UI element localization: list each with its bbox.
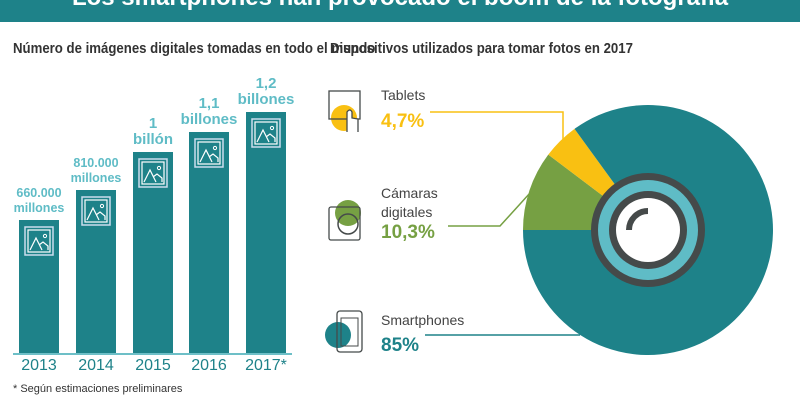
data-label: 810.000 millones bbox=[56, 156, 136, 186]
image-icon bbox=[251, 118, 281, 148]
data-label: 1,1 billones bbox=[169, 96, 249, 128]
bar-2014 bbox=[76, 190, 116, 353]
legend-cameras-value: 10,3% bbox=[381, 222, 435, 243]
legend-cameras-line2: digitales bbox=[381, 204, 433, 220]
data-label: 660.000 millones bbox=[0, 186, 79, 216]
bar-2015 bbox=[133, 152, 173, 353]
image-icon bbox=[194, 138, 224, 168]
legend-smartphones-value: 85% bbox=[381, 335, 420, 356]
legend-cameras-label: Cámaras digitales bbox=[381, 184, 438, 222]
x-tick-label: 2016 bbox=[191, 357, 227, 374]
smartphone-icon bbox=[336, 310, 363, 353]
data-label-line: billones bbox=[237, 91, 295, 108]
data-label-line: 660.000 bbox=[16, 186, 62, 201]
legend-tablets-value: 4,7% bbox=[381, 111, 425, 132]
x-tick-label: 2013 bbox=[21, 357, 57, 374]
data-label: 1,2 billones bbox=[226, 76, 306, 108]
image-icon bbox=[81, 196, 111, 227]
data-label: 1 billón bbox=[113, 116, 193, 148]
hand-icon bbox=[346, 109, 359, 132]
pie-chart-title: Dispositivos utilizados para tomar fotos… bbox=[330, 40, 633, 57]
smartphone-screen bbox=[340, 317, 359, 347]
bar-2013 bbox=[19, 220, 59, 353]
x-tick-label: 2014 bbox=[78, 357, 114, 374]
bar-2016 bbox=[189, 132, 229, 353]
x-axis bbox=[13, 353, 292, 355]
image-icon bbox=[24, 226, 54, 257]
bar-chart-title: Número de imágenes digitales tomadas en … bbox=[13, 40, 376, 57]
leader-line-tablets bbox=[430, 111, 564, 140]
legend-tablets-label: Tablets bbox=[381, 87, 426, 103]
data-label-line: millones bbox=[13, 201, 65, 216]
data-label-line: 1 bbox=[148, 115, 158, 133]
header-banner: Los smartphones han provocado el boom de… bbox=[0, 0, 800, 22]
data-label-line: millones bbox=[70, 171, 122, 186]
data-label-line: 1,1 bbox=[198, 95, 220, 113]
bar-2017* bbox=[246, 112, 286, 353]
smartphone-icon-bg bbox=[325, 322, 351, 348]
tablet-touch-icon bbox=[328, 90, 361, 120]
x-tick-label: 2015 bbox=[135, 357, 171, 374]
data-label-line: billones bbox=[180, 111, 238, 129]
legend-cameras-line1: Cámaras bbox=[381, 185, 438, 201]
data-label-line: billón bbox=[133, 131, 173, 149]
x-tick-label: 2017* bbox=[245, 357, 287, 374]
chart-note: * Según estimaciones preliminares bbox=[13, 383, 183, 395]
leader-line-cameras bbox=[448, 192, 531, 227]
data-label-line: 810.000 bbox=[73, 156, 119, 171]
data-label-line: 1,2 bbox=[255, 75, 277, 92]
lens-highlight bbox=[626, 208, 649, 231]
image-icon bbox=[138, 158, 168, 188]
camera-icon bbox=[328, 206, 361, 241]
page-title: Los smartphones han provocado el boom de… bbox=[0, 0, 800, 12]
camera-lens-small bbox=[337, 213, 359, 235]
legend-smartphones-label: Smartphones bbox=[381, 312, 465, 328]
lens-glass bbox=[616, 198, 680, 262]
